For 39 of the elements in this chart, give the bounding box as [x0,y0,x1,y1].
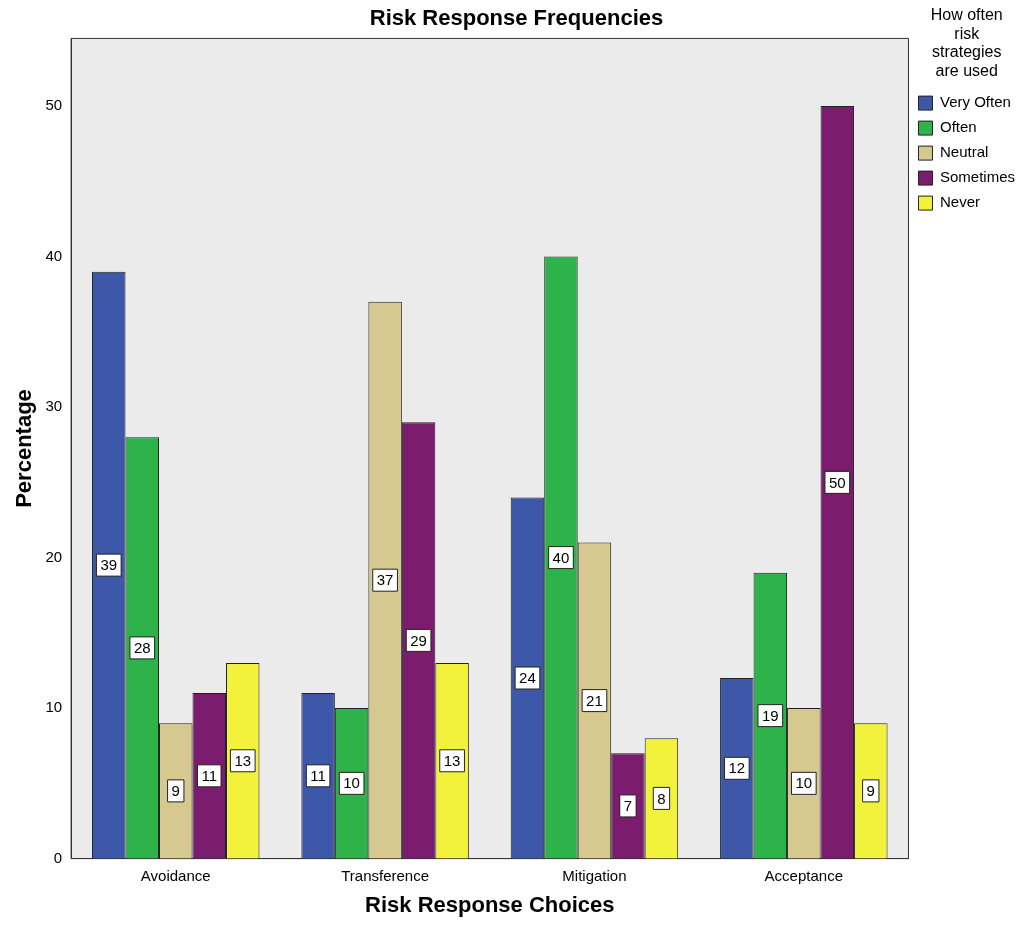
legend-label: Neutral [939,143,989,161]
data-label: 29 [410,631,427,649]
data-label: 9 [171,782,180,800]
data-label: 12 [728,759,746,777]
data-label: 37 [376,571,394,589]
y-tick-label: 30 [45,397,63,415]
legend-label: Often [939,118,977,136]
chart-title: Risk Response Frequencies [369,5,664,31]
x-axis-title: Risk Response Choices [365,891,615,917]
legend-label: Very Often [939,93,1011,111]
y-tick-label: 50 [45,96,63,114]
data-label: 50 [828,473,846,491]
y-tick-label: 10 [45,698,63,716]
x-tick-label: Acceptance [764,866,843,884]
y-tick-label: 20 [45,547,63,565]
y-tick-label: 0 [53,848,63,866]
data-label: 10 [795,774,813,792]
data-label: 10 [343,774,360,792]
legend-label: Sometimes [939,168,1016,186]
data-label: 28 [133,639,151,657]
legend-title: How often risk strategies are used [930,6,1003,79]
x-tick-label: Avoidance [140,866,211,884]
data-label: 11 [201,766,218,784]
data-label: 39 [100,556,118,574]
data-label: 24 [519,669,536,687]
x-tick-label: Transference [341,866,430,884]
data-label: 9 [866,782,875,800]
data-label: 40 [552,548,570,566]
data-label: 13 [234,751,252,769]
data-label: 19 [761,706,779,724]
data-label: 21 [586,691,603,709]
data-label: 13 [443,751,461,769]
data-label: 7 [623,797,633,815]
y-axis-title: Percentage [11,389,37,508]
x-tick-label: Mitigation [562,866,627,884]
legend-label: Never [939,193,980,211]
y-tick-label: 40 [45,246,63,264]
data-label: 11 [310,766,326,784]
data-label: 8 [657,789,666,807]
